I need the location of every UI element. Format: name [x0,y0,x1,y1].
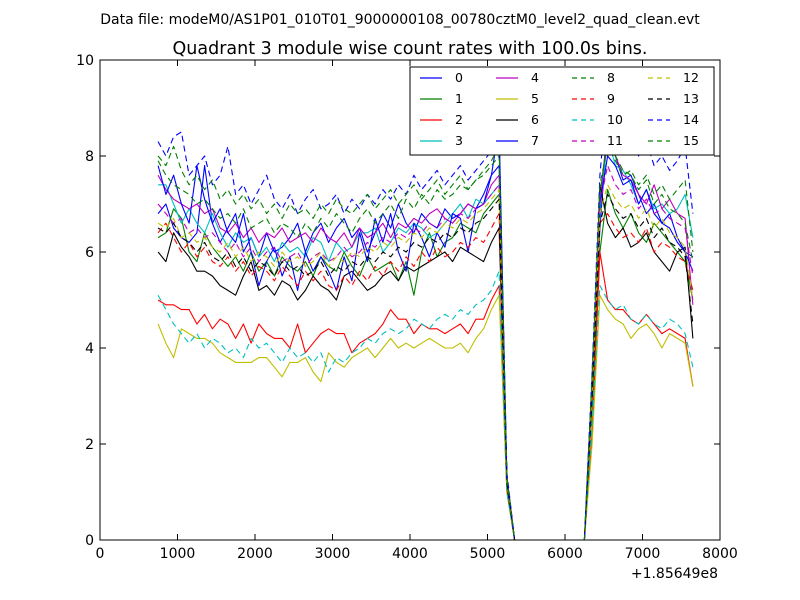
legend-label-2: 2 [455,112,463,127]
x-tick-label: 3000 [315,546,351,562]
series-line-12 [157,184,694,541]
series-line-5 [157,294,694,541]
legend-label-5: 5 [531,91,539,106]
legend-label-10: 10 [607,112,623,127]
y-tick-label: 8 [85,149,94,165]
plot-frame [99,59,721,541]
series-line-10 [157,270,694,541]
x-tick-label: 8000 [702,546,738,562]
legend-label-1: 1 [455,91,463,106]
series-line-3 [158,136,694,541]
x-tick-label: 2000 [237,546,273,562]
y-tick-label: 6 [85,245,94,261]
series-line-11 [157,165,694,541]
legend-label-8: 8 [607,70,615,85]
legend-label-13: 13 [683,91,699,106]
legend-label-3: 3 [455,133,463,148]
series-lines [157,88,694,541]
x-tick-label: 0 [96,546,105,562]
legend-label-7: 7 [531,133,539,148]
legend-label-9: 9 [607,91,615,106]
x-tick-label: 7000 [625,546,661,562]
figure-suptitle: Data file: modeM0/AS1P01_010T01_90000001… [100,12,700,28]
series-line-13 [157,193,694,541]
legend-label-4: 4 [531,70,539,85]
legend-label-14: 14 [683,112,699,127]
legend-label-0: 0 [455,70,463,85]
y-tick-label: 2 [85,437,94,453]
y-tick-label: 10 [76,53,94,69]
series-line-14 [157,88,694,541]
y-tick-label: 0 [85,533,94,549]
y-tick-label: 4 [85,341,94,357]
series-line-7 [157,126,694,541]
x-tick-label: 5000 [470,546,506,562]
legend-frame [409,66,715,156]
legend-label-15: 15 [683,133,699,148]
legend-label-11: 11 [607,133,623,148]
legend-label-6: 6 [531,112,539,127]
x-tick-label: 6000 [547,546,583,562]
x-axis-offset-label: +1.85649e8 [631,566,718,582]
series-line-9 [157,213,694,541]
legend-label-12: 12 [683,70,699,85]
x-tick-label: 1000 [160,546,196,562]
x-tick-label: 4000 [392,546,428,562]
series-line-15 [157,145,694,541]
chart-title: Quadrant 3 module wise count rates with … [173,39,648,59]
